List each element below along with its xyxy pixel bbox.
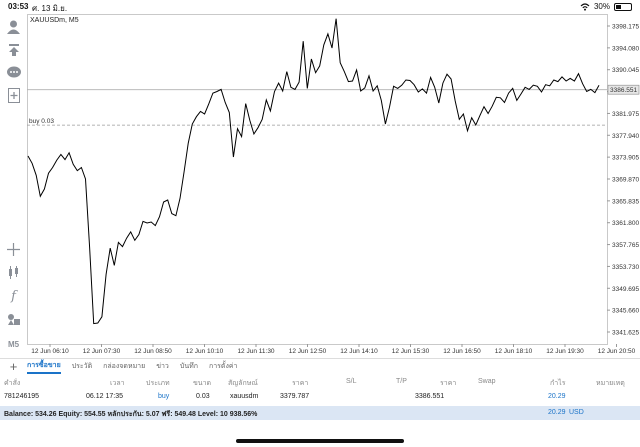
tab-news[interactable]: ข่าว [156,361,169,372]
balance-profit: 20.29 [548,409,566,416]
x-tick-label: 12 Jun 11:30 [237,348,274,355]
col-size: ขนาด [193,378,211,389]
indicators-icon[interactable] [5,264,22,281]
y-tick-label: 3361.800 [612,220,639,227]
balance-currency: USD [569,409,584,416]
col-tp: T/P [396,378,407,385]
tab-trade[interactable]: การซื้อขาย [27,360,61,374]
x-tick-label: 12 Jun 19:30 [546,348,584,355]
x-tick-label: 12 Jun 07:30 [83,348,121,355]
balance-text: Balance: 534.26 Equity: 554.55 หลักประกั… [4,409,257,420]
order-id: 781246195 [4,393,39,400]
tab-mailbox[interactable]: กล่องจดหมาย [103,361,145,372]
table-row[interactable]: 781246195 06.12 17:35 buy 0.03 xauusdm 3… [0,390,640,404]
y-tick-label: 3341.625 [612,330,639,337]
x-tick-label: 12 Jun 12:50 [289,348,327,355]
col-time: เวลา [110,378,125,389]
order-type: buy [158,393,169,400]
order-symbol: xauusdm [230,393,258,400]
price-chart[interactable]: 3398.1753394.0803390.0453386.0103381.975… [27,14,640,358]
left-toolbar: f M5 [0,14,27,354]
order-line-label: buy 0.03 [29,118,54,125]
battery-icon [614,3,632,11]
col-sl: S/L [346,378,357,385]
y-tick-label: 3369.870 [612,177,639,184]
table-header: คำสั่ง เวลา ประเภท ขนาด สัญลักษณ์ ราคา S… [0,376,640,390]
col-symbol: สัญลักษณ์ [228,378,258,389]
tab-journal[interactable]: บันทึก [180,361,198,372]
y-tick-label: 3394.080 [612,45,639,52]
wifi-icon [580,3,590,11]
y-tick-label: 3381.975 [612,111,639,118]
y-tick-label: 3349.695 [612,286,639,293]
x-tick-label: 12 Jun 08:50 [134,348,172,355]
order-time: 06.12 17:35 [86,393,123,400]
y-tick-label: 3398.175 [612,24,639,31]
x-tick-label: 12 Jun 06:10 [31,348,69,355]
y-tick-label: 3377.940 [612,133,639,140]
y-tick-label: 3373.905 [612,155,639,162]
x-tick-label: 12 Jun 20:50 [598,348,636,355]
objects-icon[interactable] [5,311,22,328]
y-tick-label: 3365.835 [612,198,639,205]
home-indicator [236,439,404,443]
crosshair-icon[interactable] [5,241,22,258]
col-current-price: ราคา [440,378,456,389]
y-tick-label: 3357.765 [612,242,639,249]
deposit-icon[interactable] [5,41,22,58]
bottom-tabs: + การซื้อขาย ประวัติ กล่องจดหมาย ข่าว บั… [0,358,640,374]
current-price-label: 3386.551 [610,87,637,94]
x-tick-label: 12 Jun 10:10 [186,348,224,355]
col-price: ราคา [292,378,308,389]
y-tick-label: 3345.660 [612,308,639,315]
order-open-price: 3379.787 [280,393,309,400]
x-tick-label: 12 Jun 14:10 [340,348,378,355]
chat-icon[interactable] [5,64,22,81]
col-comment: หมายเหตุ [596,378,625,389]
tab-history[interactable]: ประวัติ [72,361,92,372]
balance-bar: Balance: 534.26 Equity: 554.55 หลักประกั… [0,406,640,420]
timeframe-label[interactable]: M5 [5,336,22,353]
new-order-icon[interactable] [5,87,22,104]
battery-percent: 30% [594,2,610,11]
chart-canvas[interactable]: 3398.1753394.0803390.0453386.0103381.975… [27,14,640,358]
y-tick-label: 3353.730 [612,264,639,271]
price-series-line [28,19,599,324]
x-tick-label: 12 Jun 18:10 [495,348,533,355]
col-profit: กำไร [550,378,565,389]
col-type: ประเภท [146,378,170,389]
plot-frame [28,15,608,345]
col-order: คำสั่ง [4,378,20,389]
order-profit: 20.29 [548,393,566,400]
x-tick-label: 12 Jun 15:30 [392,348,430,355]
tab-settings[interactable]: การตั้งค่า [209,361,238,372]
symbol-label: XAUUSDm, M5 [30,17,79,24]
account-icon[interactable] [5,18,22,35]
battery-fill [616,5,621,9]
add-icon[interactable]: + [0,359,27,374]
function-icon[interactable]: f [5,288,22,305]
status-bar: 03:53 ศ. 13 มิ.ย. 30% [0,0,640,14]
trade-table: คำสั่ง เวลา ประเภท ขนาด สัญลักษณ์ ราคา S… [0,376,640,404]
order-size: 0.03 [196,393,210,400]
order-current-price: 3386.551 [415,393,444,400]
status-right: 30% [580,2,632,11]
x-tick-label: 12 Jun 16:50 [443,348,481,355]
clock: 03:53 [8,2,28,11]
y-tick-label: 3390.045 [612,67,639,74]
col-swap: Swap [478,378,496,385]
